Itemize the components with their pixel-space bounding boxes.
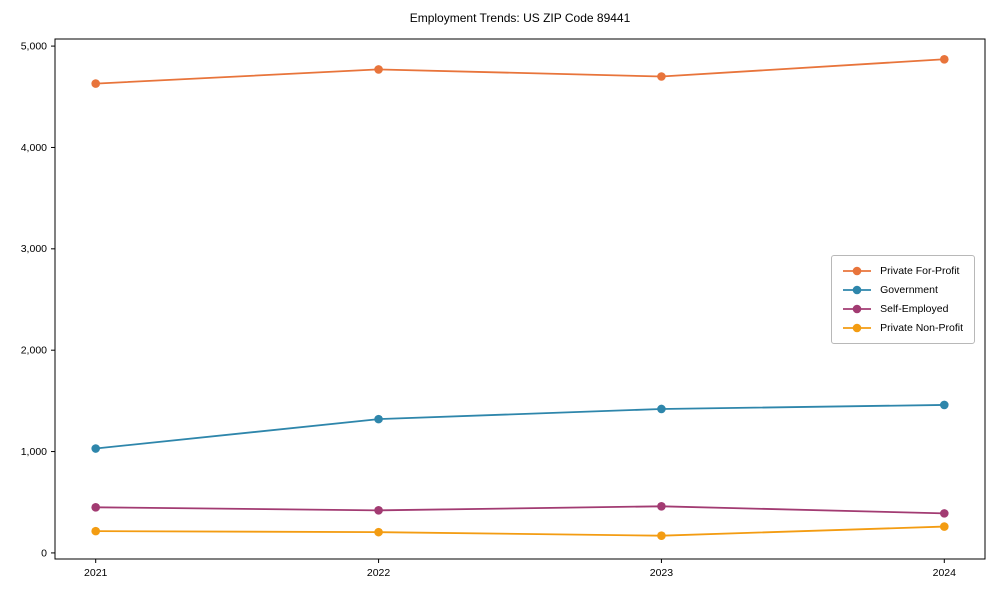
series-marker — [374, 65, 383, 74]
y-tick-label: 0 — [41, 547, 47, 559]
series-marker — [374, 506, 383, 515]
legend-label: Private Non-Profit — [880, 322, 963, 334]
series-marker — [657, 404, 666, 414]
legend-item: Government — [842, 284, 963, 296]
axes-frame — [54, 38, 986, 560]
series-marker — [374, 527, 383, 537]
x-tick-label: 2024 — [933, 567, 957, 579]
legend-marker-icon — [843, 266, 872, 276]
series-marker — [374, 414, 383, 424]
series-line — [95, 404, 945, 450]
x-tick-label: 2021 — [84, 567, 108, 579]
x-tick-label: 2022 — [367, 567, 391, 579]
legend-marker-icon — [843, 285, 872, 295]
y-tick-label: 2,000 — [21, 345, 47, 357]
legend-item: Private Non-Profit — [842, 322, 963, 334]
y-tick-label: 5,000 — [21, 40, 47, 52]
legend-item: Private For-Profit — [842, 265, 963, 277]
series-line — [95, 505, 945, 515]
legend-label: Self-Employed — [880, 303, 949, 315]
series-marker — [91, 503, 100, 512]
y-tick-label: 1,000 — [21, 446, 47, 458]
series-marker — [940, 509, 949, 518]
series-marker — [940, 522, 949, 531]
series-marker — [657, 501, 666, 511]
series-marker — [91, 79, 100, 88]
series-line — [95, 58, 945, 85]
y-tick-label: 4,000 — [21, 142, 47, 154]
series-marker — [91, 526, 100, 536]
series-line — [95, 525, 945, 537]
x-tick-label: 2023 — [650, 567, 674, 579]
chart-title: Employment Trends: US ZIP Code 89441 — [409, 11, 631, 25]
legend-label: Private For-Profit — [880, 265, 960, 277]
series-marker — [940, 54, 949, 64]
legend-label: Government — [880, 284, 938, 296]
y-tick-label: 3,000 — [21, 243, 47, 255]
legend-item: Self-Employed — [842, 303, 963, 315]
chart-legend: Private For-Profit Government Self-Employe… — [831, 255, 975, 344]
series-marker — [657, 72, 666, 81]
legend-marker-icon — [843, 323, 872, 333]
series-marker — [91, 444, 100, 453]
series-marker — [657, 531, 666, 540]
legend-marker-icon — [843, 304, 872, 314]
series-marker — [940, 400, 949, 410]
